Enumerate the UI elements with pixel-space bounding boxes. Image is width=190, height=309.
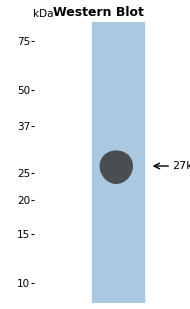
Ellipse shape (100, 150, 133, 184)
Bar (92, 22, 144, 303)
Title: Western Blot: Western Blot (53, 6, 143, 19)
Text: kDa: kDa (33, 9, 53, 19)
Text: 27kDa: 27kDa (173, 161, 190, 171)
